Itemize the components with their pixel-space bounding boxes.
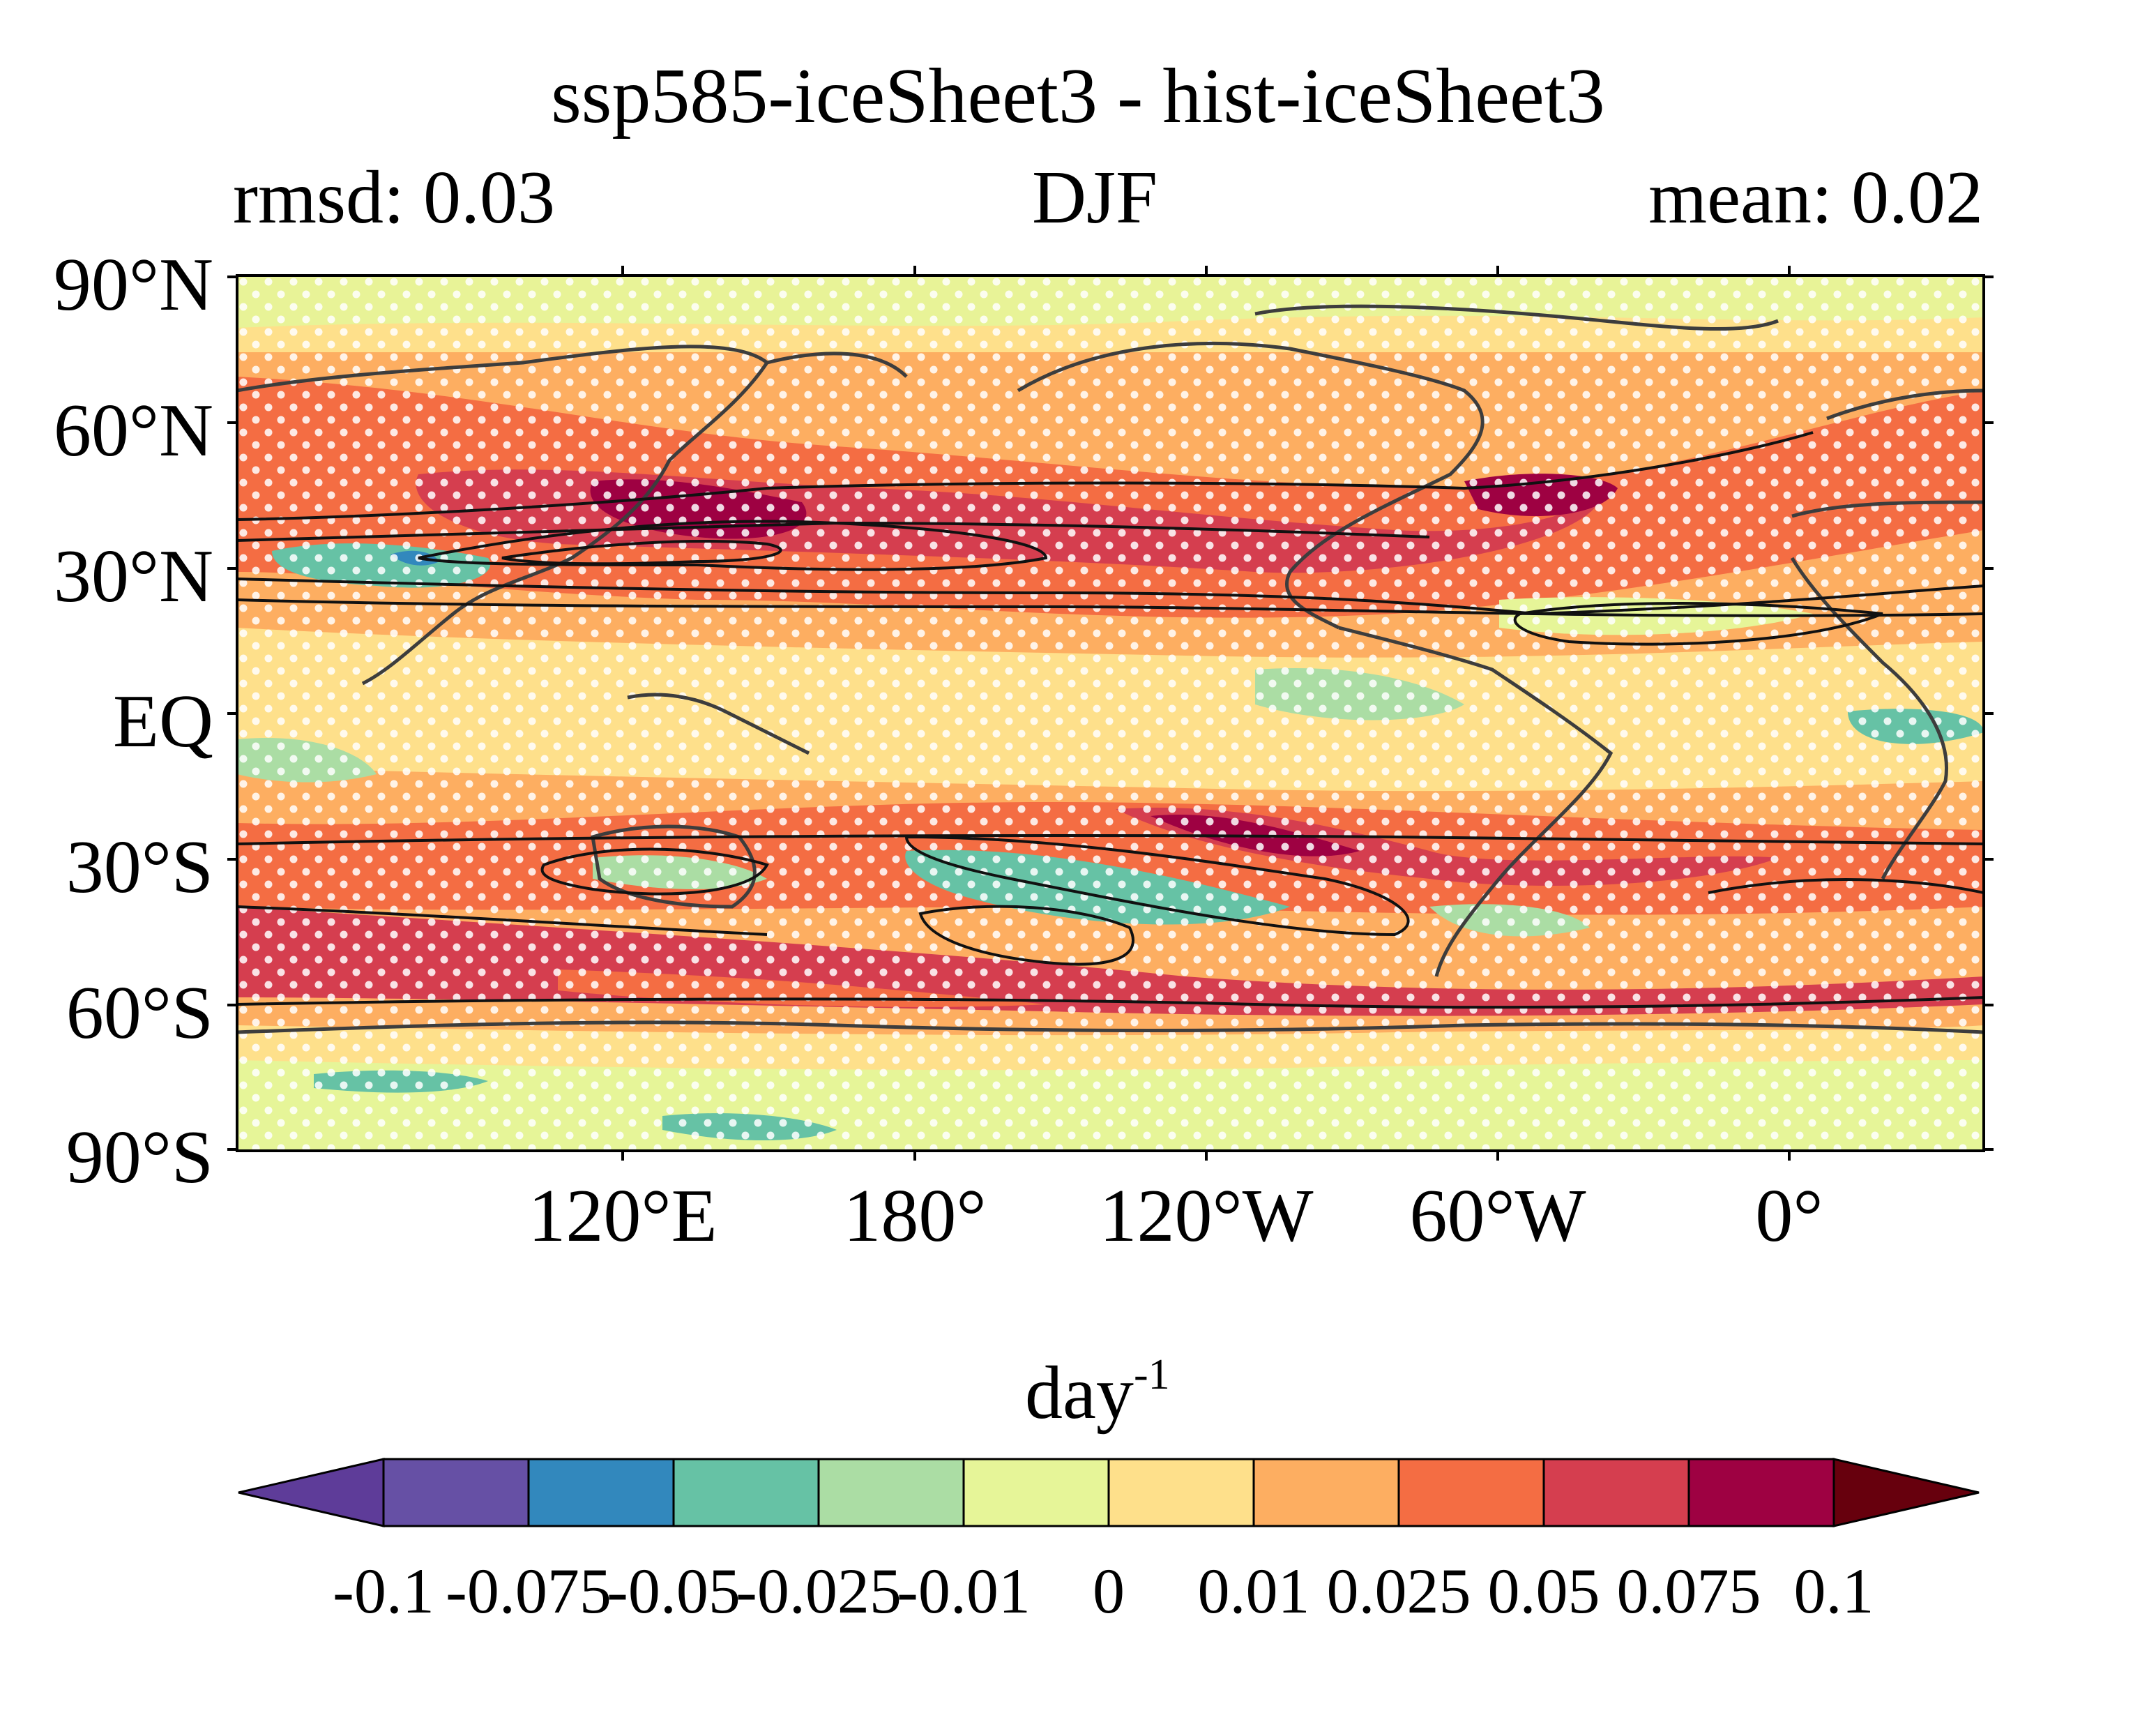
colorbar-segment: [672, 1458, 820, 1527]
lon-label-0: 0°: [1755, 1175, 1823, 1258]
lon-label-120e: 120°E: [528, 1175, 718, 1258]
colorbar-segment: [962, 1458, 1110, 1527]
lon-label-60w: 60°W: [1409, 1175, 1586, 1258]
colorbar-segment: [1397, 1458, 1545, 1527]
map-panel: [237, 275, 1984, 1151]
lat-label-90s: 90°S: [66, 1116, 213, 1199]
colorbar-tick-label: -0.025: [736, 1555, 902, 1626]
colorbar-segment: [1252, 1458, 1400, 1527]
lat-ticks: [227, 275, 1994, 1151]
colorbar-tick-label: 0.1: [1793, 1555, 1874, 1626]
season-label: DJF: [1032, 156, 1158, 239]
map-title: ssp585-iceSheet3 - hist-iceSheet3: [551, 53, 1605, 139]
colorbar-tick-label: -0.1: [333, 1555, 434, 1626]
rmsd-label: rmsd: 0.03: [233, 156, 556, 239]
unit-base: day: [1025, 1352, 1134, 1435]
colorbar-extend-high: [1832, 1458, 1980, 1527]
colorbar-segment: [382, 1458, 530, 1527]
lon-ticks: [621, 266, 1791, 1161]
lon-label-120w: 120°W: [1099, 1175, 1314, 1258]
unit-exponent: -1: [1133, 1351, 1170, 1398]
colorbar-unit: day-1: [1025, 1353, 1170, 1431]
colorbar-segment: [1107, 1458, 1255, 1527]
colorbar-segment: [1687, 1458, 1835, 1527]
lat-label-60n: 60°N: [53, 389, 213, 472]
colorbar-tick-label: 0.01: [1197, 1555, 1310, 1626]
colorbar-extend-low: [238, 1458, 385, 1527]
colorbar-tick-label: 0.025: [1326, 1555, 1471, 1626]
mean-label: mean: 0.02: [1648, 156, 1983, 239]
lat-label-30n: 30°N: [53, 535, 213, 618]
significance-stippling: [237, 275, 1984, 1151]
lat-label-eq: EQ: [113, 680, 213, 763]
lat-label-60s: 60°S: [66, 972, 213, 1055]
colorbar-tick-label: 0: [1093, 1555, 1125, 1626]
colorbar-tick-label: -0.05: [607, 1555, 741, 1626]
colorbar-segment: [817, 1458, 965, 1527]
lat-label-30s: 30°S: [66, 826, 213, 909]
colorbar-tick-label: 0.075: [1616, 1555, 1761, 1626]
colorbar-segment: [527, 1458, 675, 1527]
climatology-contours: [237, 431, 1984, 1009]
colorbar-tick-label: -0.01: [897, 1555, 1031, 1626]
colorbar-tick-label: -0.075: [446, 1555, 612, 1626]
lat-label-90n: 90°N: [53, 243, 213, 326]
colorbar-tick-label: 0.05: [1487, 1555, 1600, 1626]
colorbar: [238, 1458, 1980, 1527]
lon-label-180: 180°: [843, 1175, 987, 1258]
colorbar-segment: [1542, 1458, 1690, 1527]
